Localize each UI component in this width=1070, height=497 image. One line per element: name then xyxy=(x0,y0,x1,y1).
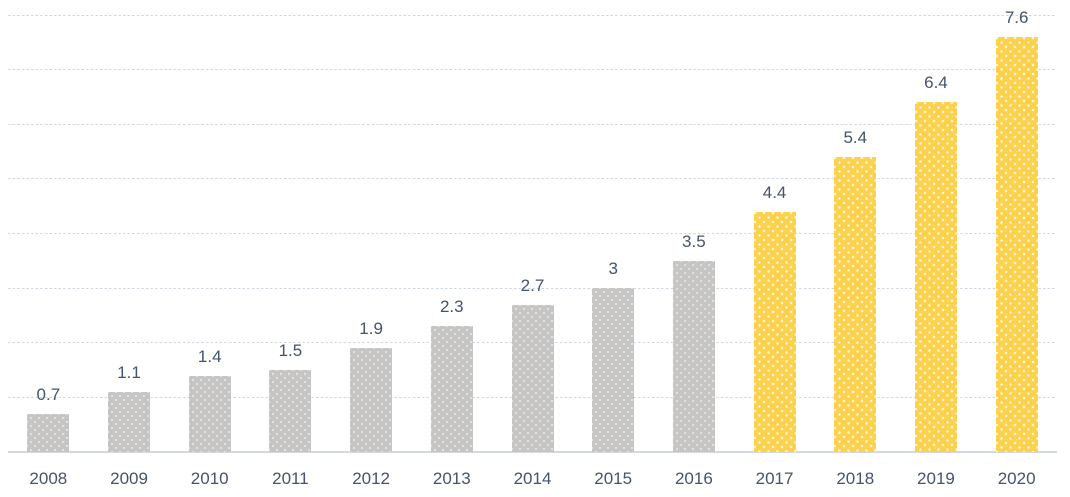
bar-2011 xyxy=(269,370,312,452)
bar-value-label: 1.1 xyxy=(117,362,141,382)
x-tick-label: 2015 xyxy=(594,469,633,488)
x-tick-label: 2010 xyxy=(190,469,229,488)
bar-2009 xyxy=(108,391,151,452)
bar-value-label: 2.7 xyxy=(520,275,545,295)
x-tick-label: 2020 xyxy=(997,469,1036,488)
bar-value-label: 3.5 xyxy=(682,231,706,251)
x-tick-label: 2013 xyxy=(432,469,471,488)
bar-2010 xyxy=(188,375,231,452)
gridline xyxy=(8,123,1057,125)
bar-value-label: 1.4 xyxy=(197,346,222,366)
bar-2016 xyxy=(672,260,715,452)
x-tick-label: 2017 xyxy=(755,469,794,488)
x-tick-label: 2018 xyxy=(836,469,875,488)
gridline xyxy=(8,14,1057,16)
bar-2013 xyxy=(430,326,473,452)
bar-2008 xyxy=(27,413,70,452)
bar-value-label: 1.5 xyxy=(278,341,303,361)
bar-value-label: 5.4 xyxy=(843,128,868,148)
bar-value-label: 7.6 xyxy=(1004,7,1029,27)
x-tick-label: 2008 xyxy=(29,469,68,488)
gridline xyxy=(8,178,1057,180)
x-axis-line xyxy=(8,451,1057,453)
x-tick-label: 2016 xyxy=(674,469,713,488)
bar-value-label: 0.7 xyxy=(36,384,61,404)
bar-2017 xyxy=(753,211,796,452)
bar-value-label: 4.4 xyxy=(762,182,787,202)
x-tick-label: 2009 xyxy=(110,469,148,488)
gridline xyxy=(8,233,1057,234)
bar-2012 xyxy=(350,348,393,452)
x-tick-label: 2014 xyxy=(513,469,552,488)
bar-value-label: 2.3 xyxy=(439,297,464,317)
bar-2018 xyxy=(834,157,877,452)
gridline xyxy=(8,69,1057,71)
x-tick-label: 2019 xyxy=(917,469,955,488)
x-tick-label: 2011 xyxy=(272,469,309,488)
bar-2019 xyxy=(914,102,957,452)
bar-value-label: 1.9 xyxy=(359,319,383,339)
x-tick-label: 2012 xyxy=(352,469,391,488)
bar-2014 xyxy=(511,304,554,452)
bar-2020 xyxy=(995,36,1038,452)
bar-value-label: 6.4 xyxy=(924,73,948,93)
bar-2015 xyxy=(592,288,635,452)
gridline xyxy=(8,287,1057,289)
bar-value-label: 3 xyxy=(608,259,618,279)
